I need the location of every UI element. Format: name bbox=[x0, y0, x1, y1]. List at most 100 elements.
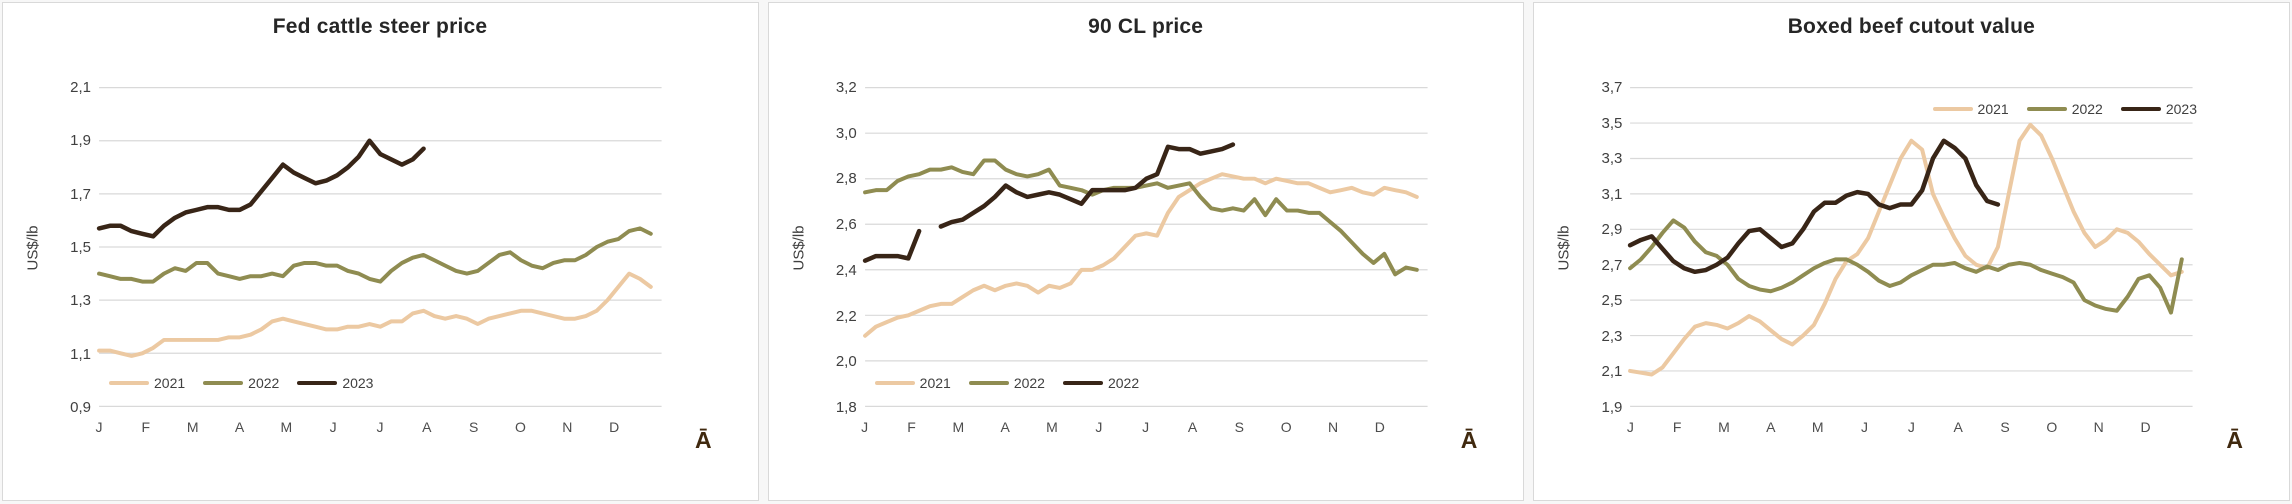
x-tick-label-month: A bbox=[234, 419, 245, 435]
legend-item-2023: 2023 bbox=[2120, 101, 2198, 117]
x-tick-label-month: J bbox=[329, 419, 337, 435]
legend-line-swatch bbox=[109, 381, 149, 385]
y-tick-label: 2,3 bbox=[1601, 327, 1623, 345]
y-tick-label: 1,8 bbox=[835, 399, 857, 416]
legend-line-swatch bbox=[1932, 107, 1973, 111]
legend-line-swatch bbox=[203, 381, 244, 385]
fed-cattle-plot-area bbox=[96, 87, 662, 407]
x-tick-label-month: N bbox=[562, 419, 573, 435]
x-tick-label-month: M bbox=[1046, 419, 1058, 435]
chart-title: 90 CL price bbox=[1088, 15, 1204, 38]
legend-line-swatch bbox=[874, 381, 915, 385]
x-tick-label-month: M bbox=[1811, 419, 1824, 435]
x-tick-label-month: J bbox=[95, 419, 103, 435]
legend-item-2021: 2021 bbox=[109, 375, 185, 391]
x-tick-label-month: A bbox=[1187, 419, 1198, 435]
legend-line-swatch bbox=[2026, 107, 2067, 111]
legend-item-2021: 2021 bbox=[1932, 101, 2009, 117]
y-tick-label: 2,1 bbox=[70, 79, 91, 96]
y-tick-label: 3,0 bbox=[835, 124, 857, 142]
x-tick-label-month: D bbox=[2140, 419, 2151, 435]
legend-item-2022: 2022 bbox=[2026, 101, 2103, 117]
y-tick-label: 1,3 bbox=[70, 292, 91, 310]
series-line-2022 bbox=[97, 226, 653, 284]
series-line-2022 bbox=[938, 142, 1235, 229]
y-tick-label: 2,2 bbox=[835, 307, 857, 325]
chart-panel-fed-cattle-steer-price: Fed cattle steer price US$/lb 2021 2022 20… bbox=[2, 2, 759, 501]
legend-label: 2021 bbox=[1977, 101, 2009, 117]
x-tick-label-month: J bbox=[1907, 419, 1915, 435]
x-tick-label-month: J bbox=[1142, 419, 1150, 435]
legend-label: 2021 bbox=[154, 375, 186, 391]
legend-line-swatch bbox=[968, 381, 1009, 385]
x-tick-label-month: F bbox=[1672, 419, 1682, 435]
y-tick-label: 2,5 bbox=[1601, 292, 1623, 310]
y-tick-label: 3,7 bbox=[1601, 79, 1623, 96]
legend-item-2022: 2022 bbox=[1062, 375, 1140, 391]
x-tick-label-month: O bbox=[1280, 419, 1292, 435]
x-tick-label-month: M bbox=[186, 419, 199, 435]
y-tick-label: 2,1 bbox=[1601, 363, 1623, 381]
x-tick-label-month: F bbox=[907, 419, 916, 435]
legend: 2021 2022 2022 bbox=[874, 375, 1140, 391]
legend-item-2022: 2022 bbox=[968, 375, 1045, 391]
y-tick-label: 2,8 bbox=[835, 170, 857, 188]
y-tick-label: 1,1 bbox=[70, 345, 91, 363]
x-tick-label-month: A bbox=[1000, 419, 1010, 435]
x-tick-label-month: S bbox=[1234, 419, 1244, 435]
legend-item-2021: 2021 bbox=[874, 375, 951, 391]
90cl-plot-area bbox=[862, 87, 1428, 407]
x-tick-label-month: A bbox=[1766, 419, 1776, 435]
legend-label: 2023 bbox=[342, 375, 374, 391]
series-line-2023 bbox=[1628, 138, 2001, 275]
x-tick-label-month: J bbox=[1861, 419, 1868, 435]
y-tick-label: 3,1 bbox=[1601, 185, 1623, 203]
x-tick-label-month: S bbox=[468, 419, 479, 435]
x-tick-label-month: J bbox=[1095, 419, 1103, 435]
x-tick-label-month: D bbox=[609, 419, 620, 435]
y-tick-label: 2,4 bbox=[835, 261, 857, 279]
x-tick-label-month: M bbox=[1718, 419, 1730, 435]
y-tick-label: 2,7 bbox=[1601, 256, 1623, 274]
legend-item-2022: 2022 bbox=[203, 375, 279, 391]
x-tick-label-month: F bbox=[141, 419, 151, 435]
chart-title: Fed cattle steer price bbox=[272, 15, 488, 38]
chart-panel-boxed-beef-cutout-value: Boxed beef cutout value US$/lb 2021 2022 2… bbox=[1533, 2, 2291, 501]
legend-item-2023: 2023 bbox=[297, 375, 373, 391]
chart-panel-90-cl-price: 90 CL price US$/lb 2021 2022 2022 Ā 3,2 3,0… bbox=[767, 2, 1525, 501]
y-tick-label: 2,6 bbox=[835, 216, 857, 234]
x-tick-label-month: A bbox=[1953, 419, 1963, 435]
legend-label: 2022 bbox=[248, 375, 280, 391]
y-tick-label: 0,9 bbox=[70, 399, 91, 416]
y-tick-label: 2,9 bbox=[1601, 221, 1623, 239]
y-tick-label: 3,5 bbox=[1601, 114, 1623, 132]
x-tick-label-month: S bbox=[2000, 419, 2010, 435]
x-tick-label-month: J bbox=[376, 419, 384, 435]
series-line-2022 bbox=[862, 158, 1419, 277]
x-tick-label-month: A bbox=[422, 419, 432, 435]
y-tick-label: 1,5 bbox=[70, 239, 91, 256]
boxed-beef-plot-area bbox=[1628, 87, 2193, 407]
series-line-2023 bbox=[96, 138, 426, 239]
series-line-2021 bbox=[97, 271, 653, 358]
legend: 2021 2022 2023 bbox=[109, 375, 373, 391]
y-tick-label: 2,0 bbox=[835, 353, 857, 371]
y-tick-label: 3,3 bbox=[1601, 150, 1623, 168]
x-tick-label-month: D bbox=[1374, 419, 1385, 435]
x-tick-label-month: J bbox=[861, 419, 869, 435]
x-tick-label-month: N bbox=[2093, 419, 2104, 435]
x-tick-label-month: J bbox=[1626, 419, 1634, 435]
legend-label: 2021 bbox=[919, 375, 951, 391]
series-line-2021 bbox=[1628, 122, 2185, 377]
legend-line-swatch bbox=[1062, 381, 1103, 385]
x-tick-label-month: O bbox=[515, 419, 526, 435]
y-tick-label: 1,7 bbox=[70, 185, 91, 203]
x-tick-label-month: M bbox=[952, 419, 965, 435]
legend-label: 2022 bbox=[2071, 101, 2103, 117]
corner-a-glyph: Ā bbox=[1460, 427, 1478, 453]
chart-title: Boxed beef cutout value bbox=[1787, 15, 2035, 38]
legend-label: 2022 bbox=[1107, 375, 1140, 391]
legend-label: 2023 bbox=[2165, 101, 2198, 117]
x-tick-label-month: O bbox=[2046, 419, 2058, 435]
